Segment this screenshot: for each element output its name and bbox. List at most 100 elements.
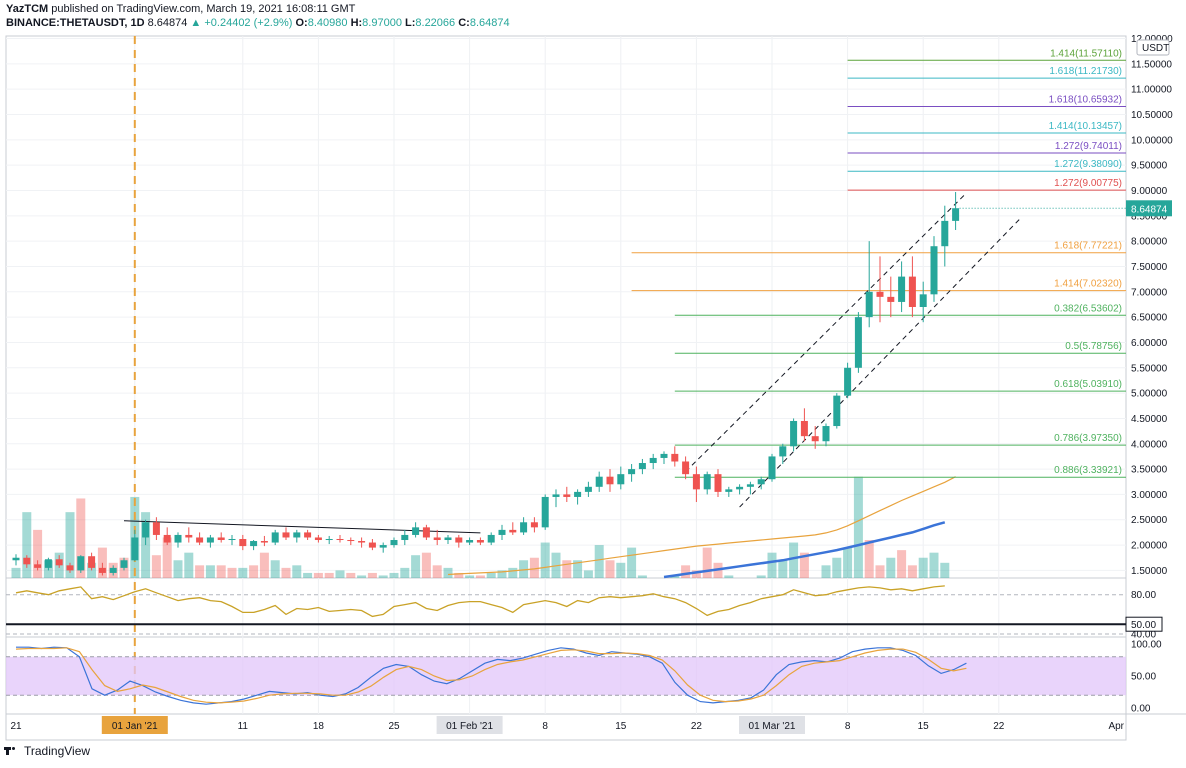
fib-level-label: 1.414(11.57110) [1050, 48, 1122, 59]
candle-body [692, 474, 700, 490]
currency-label: USDT [1142, 43, 1169, 54]
fib-level-label: 0.382(6.53602) [1054, 303, 1122, 314]
candle-body [368, 542, 376, 548]
price-tick-label: 3.50000 [1131, 465, 1168, 476]
volume-bar [691, 570, 701, 578]
last-price: 8.64874 [147, 17, 188, 29]
candle-body [617, 474, 625, 485]
volume-bar [475, 575, 485, 578]
volume-bar [497, 570, 507, 578]
candle-body [476, 540, 484, 543]
time-tick-label: 21 [10, 721, 22, 732]
volume-bar [562, 560, 572, 578]
fib-level-label: 1.272(9.38090) [1054, 159, 1122, 170]
volume-bar [162, 537, 172, 578]
candle-body [34, 564, 42, 568]
time-tick-label: 22 [993, 721, 1005, 732]
price-tick-label: 7.50000 [1131, 262, 1168, 273]
volume-bar [249, 565, 259, 578]
indicator-tick-label: 80.00 [1131, 590, 1156, 601]
volume-bar [33, 529, 43, 578]
candle-body [314, 537, 322, 541]
volume-bar [486, 572, 496, 578]
candle-body [854, 317, 862, 368]
candle-body [304, 532, 312, 538]
time-tick-label: 15 [615, 721, 627, 732]
fib-level-label: 1.414(10.13457) [1049, 121, 1122, 132]
candle-body [444, 537, 452, 541]
candle-body [66, 565, 74, 571]
stoch-k-line [16, 646, 967, 705]
rsi-tick-label: 0.00 [1131, 704, 1151, 715]
candle-body [865, 291, 873, 318]
volume-bar [151, 555, 161, 578]
candle-body [109, 567, 117, 573]
volume-bar [681, 565, 691, 578]
volume-bar [238, 567, 248, 578]
publish-info: YazTCM published on TradingView.com, Mar… [6, 3, 355, 15]
author-name[interactable]: YazTCM [6, 3, 49, 15]
candle-body [196, 537, 204, 543]
candle-body [498, 529, 506, 535]
volume-bar [897, 550, 907, 578]
candle-body [401, 534, 409, 541]
candle-body [142, 522, 150, 538]
volume-bar [411, 555, 421, 578]
candle-body [185, 534, 193, 538]
candle-body [412, 527, 420, 535]
volume-bar [907, 565, 917, 578]
candle-body [779, 446, 787, 457]
candle-body [260, 541, 268, 543]
price-tick-label: 11.00000 [1131, 85, 1172, 96]
price-tick-label: 3.00000 [1131, 490, 1168, 501]
indicator-tick-label: 40.00 [1131, 630, 1156, 641]
volume-bar [184, 552, 194, 578]
price-tick-label: 6.50000 [1131, 313, 1168, 324]
candle-body [563, 494, 571, 497]
candle-body [606, 476, 614, 485]
fib-level-label: 1.414(7.02320) [1054, 279, 1122, 290]
volume-bar [335, 570, 345, 578]
candle-body [44, 559, 52, 568]
open-value: 8.40980 [307, 17, 348, 29]
fib-level-label: 0.786(3.97350) [1054, 433, 1122, 444]
fib-level-label: 1.618(7.77221) [1054, 241, 1122, 252]
volume-bar [799, 552, 809, 578]
price-tick-label: 7.00000 [1131, 287, 1168, 298]
price-tick-label: 5.50000 [1131, 363, 1168, 374]
candle-body [790, 420, 798, 447]
candle-body [271, 532, 279, 543]
price-change: ▲ +0.24402 (+2.9%) [190, 17, 293, 29]
volume-bar [432, 565, 442, 578]
highlighted-date-box [101, 716, 168, 734]
symbol-name[interactable]: BINANCE:THETAUSDT, 1D [6, 17, 145, 29]
candle-body [206, 537, 214, 543]
candle-body [530, 522, 538, 528]
candle-body [725, 489, 733, 492]
price-tick-label: 4.50000 [1131, 414, 1168, 425]
volume-bar [605, 560, 615, 578]
candle-body [595, 476, 603, 487]
price-tick-label: 2.00000 [1131, 541, 1168, 552]
high-label: H: [350, 17, 363, 29]
candle-body [887, 296, 895, 302]
volume-bar [313, 572, 323, 578]
time-tick-label: 25 [388, 721, 400, 732]
channel-upper-line [685, 192, 967, 472]
published-text: published on TradingView.com, March 19, … [51, 3, 356, 15]
volume-bar [616, 562, 626, 578]
time-tick-label: 01 Feb '21 [446, 721, 493, 732]
indicator-line [15, 585, 945, 618]
volume-bar [465, 575, 475, 578]
candle-body [822, 426, 830, 442]
rsi-tick-label: 100.00 [1131, 640, 1162, 651]
candle-body [844, 367, 852, 396]
candle-body [390, 540, 398, 546]
tradingview-logo[interactable]: TradingView [4, 744, 90, 758]
volume-bar [443, 567, 453, 578]
fib-level-label: 0.5(5.78756) [1065, 341, 1122, 352]
volume-bar [454, 572, 464, 578]
candle-body [746, 484, 754, 487]
volume-bar [400, 567, 410, 578]
